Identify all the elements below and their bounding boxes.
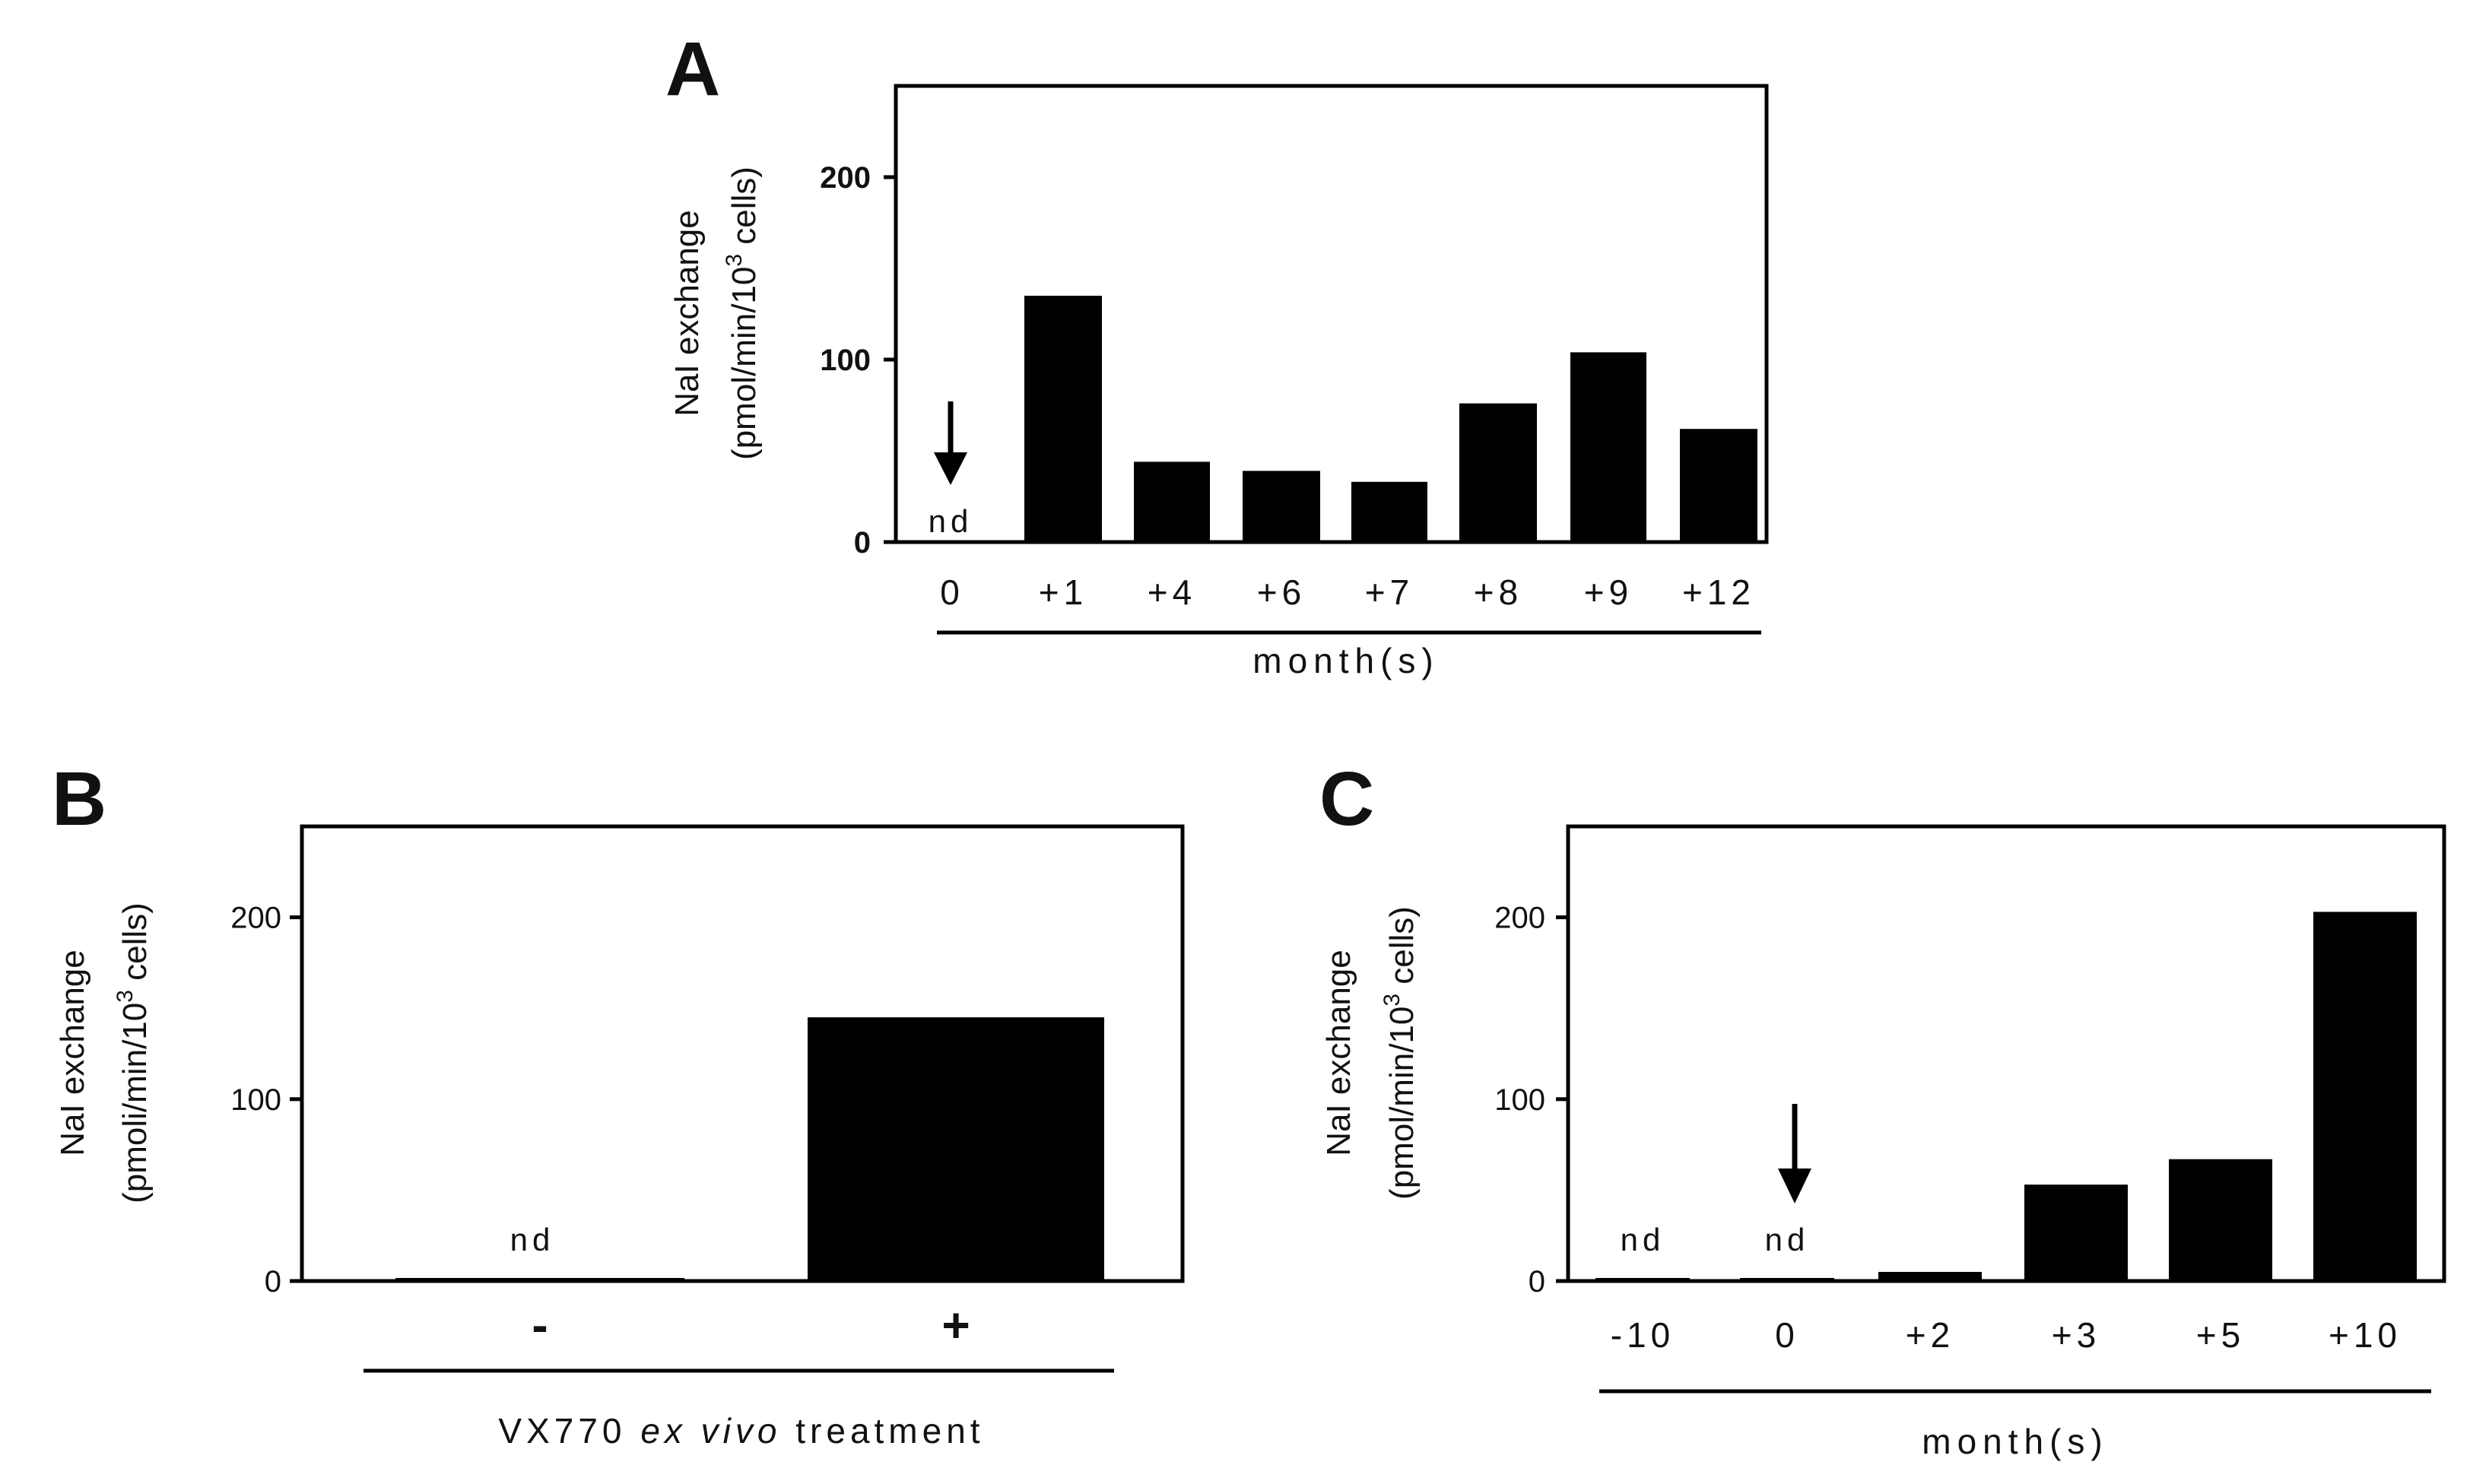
panel-c-y-units-exponent: 3 bbox=[1379, 994, 1405, 1007]
panel-b-y-ticks: 0 100 200 bbox=[230, 902, 302, 1298]
panel-a-y-units-exponent: 3 bbox=[722, 254, 747, 267]
panel-a-y-units-start: (pmol/min/10 bbox=[725, 267, 763, 460]
panel-a-y-label-title: NaI exchange bbox=[668, 210, 706, 417]
panel-c-y-label-title: NaI exchange bbox=[1320, 950, 1357, 1156]
panel-a-x-label: month(s) bbox=[1252, 641, 1439, 680]
panel-a-x-tick-labels: 0 +1 +4 +6 +7 +8 +9 +12 bbox=[940, 572, 1755, 612]
panel-c-bars bbox=[1595, 912, 2417, 1281]
panel-b-x-tick-label-1: + bbox=[941, 1298, 970, 1352]
panel-c-arrow bbox=[1778, 1104, 1811, 1203]
panel-b-x-tick-label-0: - bbox=[532, 1298, 548, 1352]
panel-a-x-tick-label-7: +12 bbox=[1682, 572, 1755, 612]
panel-c-y-label: NaI exchange bbox=[1320, 950, 1357, 1156]
panel-c-bar-4 bbox=[2169, 1159, 2272, 1281]
panel-b-bar-0 bbox=[395, 1278, 684, 1281]
panel-a-y-label: NaI exchange bbox=[668, 210, 706, 417]
panel-c-x-tick-label-3: +3 bbox=[2052, 1315, 2100, 1355]
panel-a-bar-6 bbox=[1570, 352, 1646, 542]
panel-b-letter: B bbox=[52, 756, 106, 842]
panel-c-y-units-end: cells) bbox=[1383, 906, 1421, 994]
panel-c-y-tick-label-0: 0 bbox=[1529, 1265, 1545, 1298]
panel-c: C NaI exchange (pmol/min/103 cells) 0 100… bbox=[1319, 756, 2446, 1461]
panel-c-nd-label-1: nd bbox=[1621, 1222, 1665, 1257]
panel-a-arrow bbox=[934, 401, 967, 485]
svg-text:(pmol/min/103 cells): (pmol/min/103 cells) bbox=[1379, 906, 1421, 1200]
panel-a-bar-5 bbox=[1459, 403, 1537, 542]
panel-b-frame bbox=[300, 824, 1185, 1283]
panel-b-bars bbox=[395, 1017, 1104, 1281]
panel-c-bar-0 bbox=[1595, 1278, 1690, 1281]
panel-a-x-tick-label-5: +8 bbox=[1474, 572, 1522, 612]
panel-b-bar-1 bbox=[808, 1017, 1104, 1281]
panel-b-y-label-title: NaI exchange bbox=[54, 950, 91, 1156]
panel-b-y-tick-label-0: 0 bbox=[265, 1265, 281, 1298]
panel-a-letter: A bbox=[665, 27, 720, 112]
panel-a-y-units-end: cells) bbox=[725, 166, 763, 254]
panel-a: A NaI exchange (pmol/min/103 cells) 0 100… bbox=[665, 27, 1769, 680]
panel-b-y-label: NaI exchange bbox=[54, 950, 91, 1156]
panel-a-y-tick-label-1: 100 bbox=[820, 344, 871, 377]
panel-c-bar-2 bbox=[1878, 1272, 1982, 1281]
svg-text:(pmol/min/103 cells): (pmol/min/103 cells) bbox=[722, 166, 763, 460]
panel-c-frame bbox=[1566, 824, 2446, 1283]
panel-a-bar-3 bbox=[1243, 471, 1320, 542]
panel-a-bars bbox=[1024, 296, 1757, 542]
panel-b-x-tick-labels: - + bbox=[532, 1298, 970, 1352]
panel-a-bar-4 bbox=[1351, 481, 1427, 542]
panel-c-x-tick-label-1: 0 bbox=[1775, 1315, 1799, 1355]
panel-a-y-tick-label-2: 200 bbox=[820, 161, 871, 195]
panel-b-y-units: (pmoli/min/103 cells) bbox=[113, 902, 154, 1203]
panel-c-bar-5 bbox=[2313, 912, 2417, 1281]
panel-c-x-tick-label-4: +5 bbox=[2196, 1315, 2245, 1355]
panel-b-y-tick-label-1: 100 bbox=[230, 1083, 281, 1117]
panel-b-nd-label: nd bbox=[510, 1222, 555, 1257]
panel-b: B NaI exchange (pmoli/min/103 cells) 0 10… bbox=[52, 756, 1185, 1451]
panel-c-y-tick-label-2: 200 bbox=[1494, 902, 1545, 935]
panel-c-x-tick-label-5: +10 bbox=[2329, 1315, 2402, 1355]
panel-a-x-tick-label-2: +4 bbox=[1148, 572, 1196, 612]
panel-b-y-units-exponent: 3 bbox=[113, 990, 138, 1003]
panel-a-x-tick-label-4: +7 bbox=[1365, 572, 1414, 612]
panel-a-frame bbox=[894, 84, 1769, 544]
panel-b-y-tick-label-2: 200 bbox=[230, 902, 281, 935]
panel-c-y-units-start: (pmol/min/10 bbox=[1383, 1007, 1421, 1200]
panel-c-x-tick-labels: -10 0 +2 +3 +5 +10 bbox=[1611, 1315, 2402, 1355]
panel-c-letter: C bbox=[1319, 756, 1374, 842]
panel-a-bar-2 bbox=[1134, 461, 1210, 542]
panel-b-x-label-italic: ex vivo bbox=[640, 1411, 781, 1451]
panel-b-y-units-start: (pmoli/min/10 bbox=[116, 1003, 154, 1203]
panel-c-y-ticks: 0 100 200 bbox=[1494, 902, 1568, 1298]
panel-a-y-tick-label-0: 0 bbox=[854, 526, 871, 560]
panel-b-x-label-part-3: treatment bbox=[781, 1411, 984, 1451]
panel-a-nd-label: nd bbox=[929, 503, 973, 539]
svg-text:(pmoli/min/103 cells): (pmoli/min/103 cells) bbox=[113, 902, 154, 1203]
panel-a-x-tick-label-0: 0 bbox=[940, 572, 964, 612]
panel-c-nd-label-2: nd bbox=[1765, 1222, 1810, 1257]
panel-a-x-tick-label-6: +9 bbox=[1584, 572, 1633, 612]
panel-c-x-tick-label-2: +2 bbox=[1906, 1315, 1954, 1355]
panel-a-y-ticks: 0 100 200 bbox=[820, 161, 896, 560]
panel-a-y-units: (pmol/min/103 cells) bbox=[722, 166, 763, 460]
panel-a-bar-1 bbox=[1024, 296, 1102, 542]
panel-c-bar-3 bbox=[2024, 1184, 2128, 1281]
panel-a-x-tick-label-1: +1 bbox=[1039, 572, 1087, 612]
panel-b-y-units-end: cells) bbox=[116, 902, 154, 990]
panel-a-x-tick-label-3: +6 bbox=[1257, 572, 1306, 612]
panel-a-bar-7 bbox=[1680, 429, 1757, 542]
panel-c-y-tick-label-1: 100 bbox=[1494, 1083, 1545, 1117]
panel-c-y-units: (pmol/min/103 cells) bbox=[1379, 906, 1421, 1200]
panel-c-bar-1 bbox=[1740, 1278, 1834, 1281]
panel-c-x-label: month(s) bbox=[1922, 1422, 2108, 1461]
panel-b-x-label-part-1: VX770 bbox=[498, 1411, 640, 1451]
panel-c-x-tick-label-0: -10 bbox=[1611, 1315, 1675, 1355]
panel-b-x-label: VX770 ex vivo treatment bbox=[498, 1411, 984, 1451]
